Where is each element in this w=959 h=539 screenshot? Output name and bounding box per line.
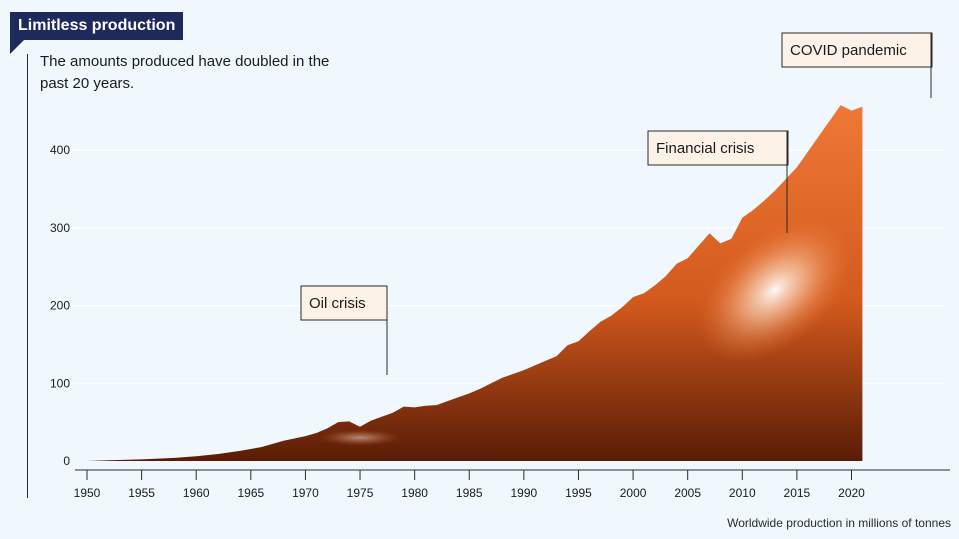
x-tick-label: 2005: [674, 486, 701, 500]
annotation-label: COVID pandemic: [790, 42, 907, 59]
production-area: [87, 105, 863, 461]
area-highlight-small: [320, 429, 401, 446]
annotation-box: [647, 130, 789, 166]
area-highlight: [697, 218, 853, 362]
chart-subtitle: The amounts produced have doubled in the…: [40, 53, 330, 92]
x-tick-label: 1980: [401, 486, 428, 500]
x-tick-label: 1985: [456, 486, 483, 500]
x-tick-label: 1970: [292, 486, 319, 500]
y-tick-label: 200: [50, 299, 70, 313]
x-tick-label: 1965: [237, 486, 264, 500]
annotations: Oil crisis Financial crisis COVID pandemic: [300, 32, 933, 375]
x-tick-label: 1995: [565, 486, 592, 500]
x-tick-label: 1960: [183, 486, 210, 500]
annotation: Financial crisis: [647, 130, 789, 233]
y-tick-label: 300: [50, 221, 70, 235]
source-note: Worldwide production in millions of tonn…: [727, 516, 951, 530]
area-highlights: [320, 218, 853, 446]
title-rule: [27, 54, 28, 498]
annotation: Oil crisis: [300, 285, 388, 375]
y-tick-label: 0: [63, 454, 70, 468]
annotation-label: Oil crisis: [309, 295, 366, 312]
annotation: COVID pandemic: [781, 32, 933, 98]
x-tick-label: 2015: [784, 486, 811, 500]
annotation-box: [781, 32, 933, 68]
x-tick-label: 2010: [729, 486, 756, 500]
annotation-label: Financial crisis: [656, 140, 754, 157]
chart-title: Limitless production: [10, 12, 184, 40]
x-tick-label: 1955: [128, 486, 155, 500]
x-tick-label: 2000: [620, 486, 647, 500]
x-tick-label: 1975: [347, 486, 374, 500]
x-tick-label: 1990: [511, 486, 538, 500]
x-tick-label: 2020: [838, 486, 865, 500]
axes: 1950 1955 1960 1965 1970 1975 1980 1985 1990 1995…: [74, 469, 950, 500]
title-notch-decoration: [10, 40, 24, 54]
x-tick-label: 1950: [74, 486, 101, 500]
annotation-box: [300, 285, 388, 321]
y-tick-label: 400: [50, 143, 70, 157]
y-tick-label: 100: [50, 376, 70, 390]
